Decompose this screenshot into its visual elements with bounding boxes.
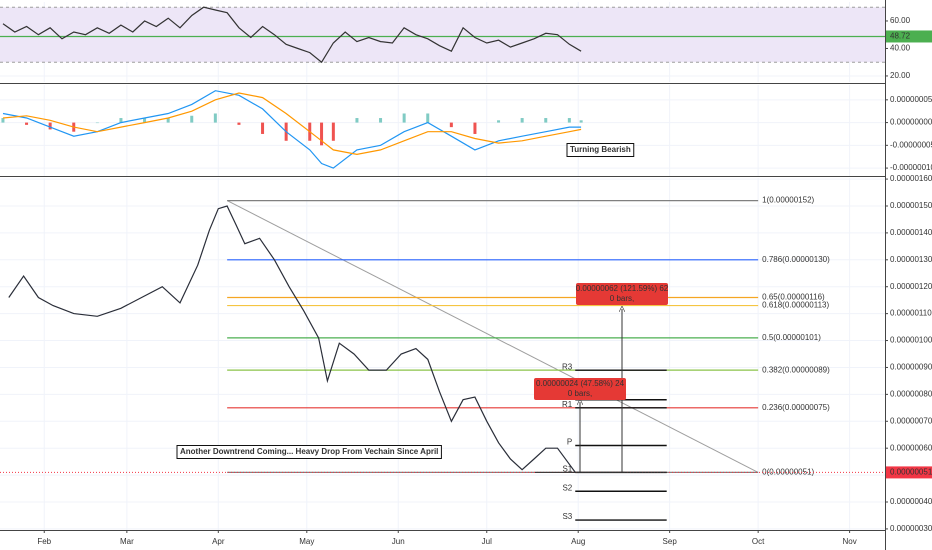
histogram-bar: [355, 118, 359, 123]
fib-label: 0.786(0.00000130): [762, 255, 830, 264]
histogram-bar: [143, 118, 147, 123]
y-tick-label: 0.00000120: [890, 282, 932, 291]
y-tick-label: 0.00000090: [890, 363, 932, 372]
fib-label: 0(0.00000051): [762, 468, 814, 477]
annotation: Turning Bearish: [566, 143, 635, 157]
y-tick-label: -0.00000010: [890, 163, 932, 172]
histogram-bar: [567, 118, 571, 123]
pivot-label: P: [567, 438, 572, 447]
last-value-tag: [886, 30, 932, 43]
histogram-bar: [320, 122, 324, 146]
histogram-bar: [520, 118, 524, 123]
x-tick-label: Oct: [752, 537, 765, 546]
fib-label: 0.65(0.00000116): [762, 293, 825, 302]
histogram-bar: [237, 122, 241, 125]
y-tick-label: 0.00000160: [890, 174, 932, 183]
y-tick-label: 0.00000005: [890, 95, 932, 104]
x-tick-label: Feb: [37, 537, 51, 546]
series-line: [2, 92, 582, 156]
histogram-bar: [579, 120, 583, 123]
pivot-label: R1: [562, 400, 573, 409]
histogram-bar: [166, 118, 170, 123]
pivot-label: S2: [562, 483, 572, 492]
histogram-bar: [1, 118, 5, 123]
y-tick-label: 60.00: [890, 16, 911, 25]
series-line: [2, 90, 582, 169]
annotation: Another Downtrend Coming... Heavy Drop F…: [176, 445, 442, 459]
histogram-bar: [544, 118, 548, 123]
x-tick-label: May: [299, 537, 314, 546]
measure-text: 0.00000024 (47.58%) 24: [536, 379, 625, 388]
measure-sub: 0 bars,: [610, 294, 634, 303]
series-line: [2, 6, 582, 64]
pivot-label: S1: [562, 465, 572, 474]
y-tick-label: 0.00000140: [890, 228, 932, 237]
histogram-bar: [379, 118, 383, 123]
rsi-band: [0, 7, 885, 63]
y-tick-label: 0.00000060: [890, 443, 932, 452]
y-tick-label: 0.00000040: [890, 497, 932, 506]
histogram-bar: [119, 118, 123, 123]
histogram-bar: [402, 113, 406, 123]
x-tick-label: Aug: [571, 537, 585, 546]
histogram-bar: [331, 122, 335, 141]
fib-label: 0.5(0.00000101): [762, 333, 821, 342]
fib-label: 0.236(0.00000075): [762, 403, 830, 412]
histogram-bar: [213, 113, 217, 123]
y-tick-label: 0.00000110: [890, 309, 932, 318]
x-tick-label: Mar: [120, 537, 134, 546]
x-tick-label: Nov: [842, 537, 856, 546]
histogram-bar: [190, 115, 194, 123]
y-tick-label: 0.00000150: [890, 201, 932, 210]
histogram-bar: [95, 122, 99, 124]
histogram-bar: [25, 122, 29, 125]
y-tick-label: 0.00000080: [890, 389, 932, 398]
y-tick-label: 0.00000130: [890, 255, 932, 264]
x-tick-label: Apr: [212, 537, 225, 546]
measure-box: [534, 378, 626, 400]
annotation-box: [176, 445, 442, 459]
trend-line: [226, 200, 759, 473]
x-tick-label: Sep: [663, 537, 678, 546]
pivot-label: S3: [562, 512, 572, 521]
y-tick-label: -0.00000005: [890, 140, 932, 149]
histogram-bar: [473, 122, 477, 134]
annotation-box: [566, 143, 635, 157]
x-tick-label: Jun: [392, 537, 405, 546]
measure-box: [576, 283, 668, 305]
series-line: [8, 205, 576, 473]
measure-text: 0.00000062 (121.59%) 62: [576, 284, 669, 293]
fib-label: 0.618(0.00000113): [762, 301, 829, 310]
pivot-label: R3: [562, 362, 573, 371]
annotation-text: Another Downtrend Coming... Heavy Drop F…: [180, 447, 438, 456]
measure-sub: 0 bars,: [568, 389, 592, 398]
last-value-label: 0.00000051: [890, 468, 932, 477]
last-value-label: 48.72: [890, 32, 911, 41]
histogram-bar: [497, 120, 501, 123]
y-tick-label: 0.00000070: [890, 416, 932, 425]
annotation-text: Turning Bearish: [570, 145, 631, 154]
y-tick-label: 0.00000000: [890, 118, 932, 127]
y-tick-label: 20.00: [890, 71, 911, 80]
y-tick-label: 0.00000100: [890, 336, 932, 345]
fib-label: 1(0.00000152): [762, 196, 814, 205]
histogram-bar: [426, 113, 430, 123]
histogram-bar: [261, 122, 265, 134]
y-tick-label: 0.00000030: [890, 524, 932, 533]
histogram-bar: [449, 122, 453, 128]
x-tick-label: Jul: [482, 537, 492, 546]
histogram-bar: [48, 122, 52, 130]
y-tick-label: 40.00: [890, 44, 911, 53]
last-value-tag: [886, 466, 932, 479]
fib-label: 0.382(0.00000089): [762, 365, 830, 374]
